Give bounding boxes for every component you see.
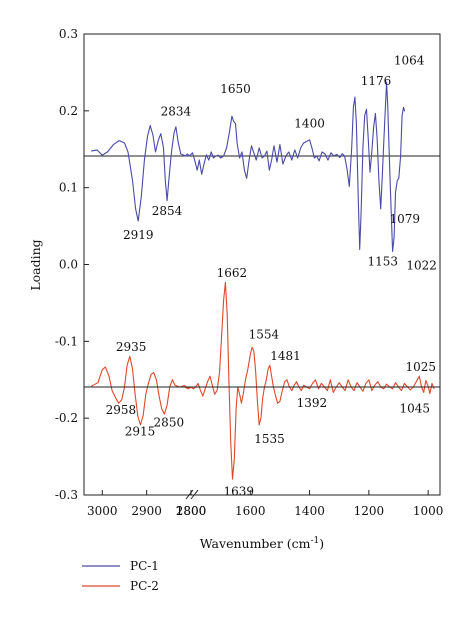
y-axis-label: Loading [28,239,43,290]
peak-label: 1392 [297,396,328,410]
series-group [90,81,435,480]
peak-label: 2850 [154,416,185,430]
peak-label: 2915 [125,425,156,439]
x-tick-label: 1000 [413,504,444,518]
x-tick-label: 1400 [294,504,325,518]
x-tick-label: 1600 [235,504,266,518]
series-line-pc-2-seg-2 [184,281,435,480]
y-tick-label: -0.2 [55,411,78,425]
legend: PC-1 PC-2 [82,559,159,593]
peak-label: 2935 [116,340,147,354]
peak-label: 1079 [389,212,420,226]
y-tick-label: 0.3 [59,27,78,41]
x-axis-label: Wavenumber (cm-1) [200,536,324,551]
legend-label-pc-2: PC-2 [130,579,159,593]
y-tick-label: 0.1 [59,181,78,195]
series-line-pc-1-seg-2 [184,81,406,252]
peak-label: 1176 [361,74,392,88]
peak-label: 1535 [254,432,285,446]
peak-label: 1662 [217,266,248,280]
peak-label: 1064 [394,54,425,68]
peak-label: 1022 [406,259,437,273]
y-tick-label: -0.3 [55,488,78,502]
x-tick-label: 1800 [176,504,207,518]
x-tick-label: 2900 [131,504,162,518]
x-tick-label: 1200 [354,504,385,518]
peak-label: 1481 [270,349,301,363]
peak-label: 2958 [106,403,137,417]
peak-label: 1045 [400,401,431,415]
y-tick-label: -0.1 [55,334,78,348]
peak-label: 1554 [249,327,280,341]
peak-label: 1400 [294,117,325,131]
y-tick-label: 0.2 [59,104,78,118]
peak-label: 2919 [123,228,154,242]
series-line-pc-2-seg-1 [90,355,192,426]
x-tick-label: 2800 [176,504,207,518]
peak-label: 1650 [220,82,251,96]
peak-label: 1639 [223,484,254,498]
x-tick-label: 3000 [87,504,118,518]
peak-label: 2854 [152,204,183,218]
y-tick-label: 0.0 [59,258,78,272]
legend-label-pc-1: PC-1 [130,559,159,573]
peak-label: 1025 [405,360,436,374]
peak-label: 2834 [161,104,192,118]
axis-break-mark [185,489,199,500]
y-axis: 0.3 0.2 0.1 0.0 -0.1 -0.2 -0.3 [55,27,89,502]
series-line-pc-1-seg-1 [91,124,192,222]
peak-label: 1153 [368,255,399,269]
